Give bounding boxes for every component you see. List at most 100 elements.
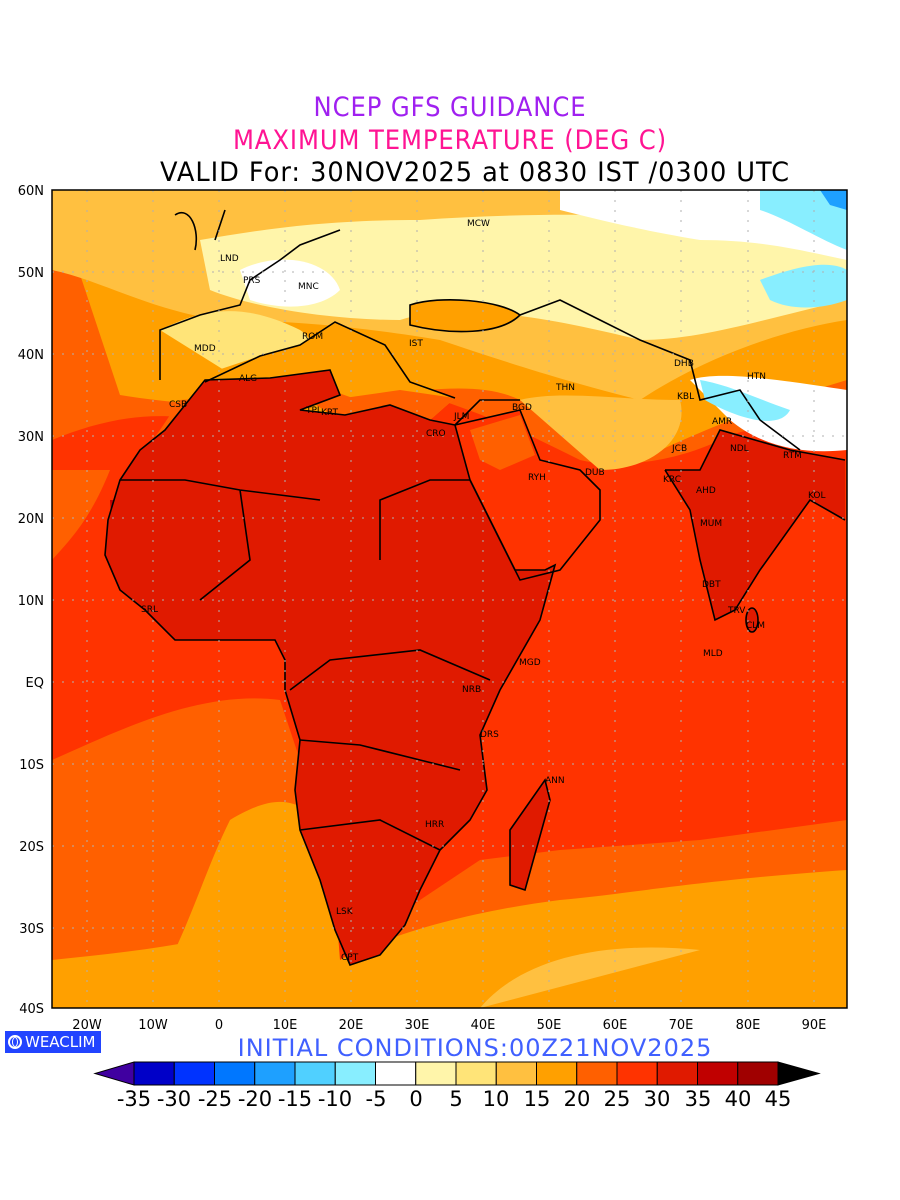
lon-label: 10W bbox=[138, 1018, 168, 1033]
city-label: ROM bbox=[302, 332, 323, 342]
lon-label: 20W bbox=[72, 1018, 102, 1033]
city-labels: MCW LND PRS MNC MDD ROM IST ALG CSB TPL … bbox=[141, 219, 826, 963]
city-label: CPT bbox=[341, 953, 359, 963]
city-label: KRT bbox=[321, 408, 339, 418]
city-label: DRS bbox=[480, 730, 499, 740]
lat-label: 10N bbox=[18, 594, 44, 609]
longitude-labels: 20W 10W 0 10E 20E 30E 40E 50E 60E 70E 80… bbox=[72, 1018, 826, 1033]
lon-label: 70E bbox=[669, 1018, 694, 1033]
coastlines bbox=[104, 209, 846, 966]
city-label: KRC bbox=[663, 475, 681, 485]
colorbar-box bbox=[375, 1061, 417, 1086]
city-label: RTM bbox=[783, 451, 802, 461]
city-label: CSB bbox=[169, 400, 187, 410]
colorbar-box bbox=[415, 1061, 457, 1086]
valid-time-title: VALID For: 30NOV2025 at 0830 IST /0300 U… bbox=[159, 157, 791, 188]
gridlines bbox=[52, 190, 847, 1008]
colorbar-label: -30 bbox=[157, 1087, 191, 1111]
city-label: CLM bbox=[746, 621, 765, 631]
city-label: LND bbox=[220, 254, 239, 264]
colorbar-box bbox=[254, 1061, 296, 1086]
city-label: MNC bbox=[298, 282, 319, 292]
city-label: DBT bbox=[702, 580, 721, 590]
city-label: MLD bbox=[703, 649, 723, 659]
city-label: AHD bbox=[696, 486, 716, 496]
lat-label: 40S bbox=[19, 1002, 44, 1017]
colorbar-label: 0 bbox=[409, 1087, 422, 1111]
colorbar-label: 35 bbox=[685, 1087, 712, 1111]
city-label: KBL bbox=[677, 392, 694, 402]
colorbar-label: 15 bbox=[524, 1087, 551, 1111]
city-label: HTN bbox=[747, 372, 766, 382]
logo-text: WEACLIM bbox=[25, 1033, 96, 1051]
city-label: MUM bbox=[700, 519, 722, 529]
initial-conditions-label: INITIAL CONDITIONS:00Z21NOV2025 bbox=[237, 1034, 713, 1062]
temperature-field bbox=[52, 190, 847, 1008]
colorbar-box bbox=[616, 1061, 658, 1086]
lat-label: 50N bbox=[18, 266, 44, 281]
colorbar-labels: -35 -30 -25 -20 -15 -10 -5 0 5 10 15 20 … bbox=[117, 1087, 792, 1111]
city-label: KOL bbox=[808, 491, 826, 501]
colorbar-label: 5 bbox=[449, 1087, 462, 1111]
colorbar-box bbox=[495, 1061, 537, 1086]
lat-label: 30N bbox=[18, 430, 44, 445]
colorbar-box bbox=[455, 1061, 497, 1086]
city-label: DUB bbox=[585, 468, 605, 478]
city-label: PRS bbox=[243, 276, 261, 286]
city-label: JLM bbox=[453, 412, 469, 422]
city-label: MCW bbox=[467, 219, 490, 229]
lon-label: 90E bbox=[802, 1018, 827, 1033]
lat-label: 60N bbox=[18, 184, 44, 199]
city-label: ANN bbox=[545, 776, 565, 786]
colorbar-label: -15 bbox=[278, 1087, 312, 1111]
city-label: SRL bbox=[141, 605, 158, 615]
city-label: ALG bbox=[239, 374, 257, 384]
lat-label: 10S bbox=[19, 758, 44, 773]
colorbar-label: -10 bbox=[318, 1087, 352, 1111]
city-label: CRO bbox=[426, 429, 446, 439]
lon-label: 30E bbox=[405, 1018, 430, 1033]
colorbar-label: 10 bbox=[483, 1087, 510, 1111]
city-label: RYH bbox=[528, 473, 546, 483]
city-label: TPL bbox=[305, 406, 322, 416]
city-label: THN bbox=[555, 383, 575, 393]
city-label: MDD bbox=[194, 344, 216, 354]
colorbar-label: -5 bbox=[366, 1087, 387, 1111]
lon-label: 10E bbox=[273, 1018, 298, 1033]
colorbar-label: -20 bbox=[238, 1087, 272, 1111]
city-label: TRV bbox=[727, 606, 746, 616]
lat-label: 40N bbox=[18, 348, 44, 363]
map-frame bbox=[51, 189, 848, 1009]
city-label: BGD bbox=[512, 403, 532, 413]
colorbar-label: 40 bbox=[725, 1087, 752, 1111]
city-label: IST bbox=[409, 339, 423, 349]
colorbar-label: 45 bbox=[765, 1087, 792, 1111]
title-line-1: NCEP GFS GUIDANCE bbox=[313, 92, 587, 123]
city-label: JCB bbox=[671, 444, 687, 454]
colorbar-label: -35 bbox=[117, 1087, 151, 1111]
lon-label: 60E bbox=[603, 1018, 628, 1033]
colorbar-box bbox=[697, 1061, 739, 1086]
colorbar-label: 20 bbox=[564, 1087, 591, 1111]
colorbar-under-triangle bbox=[93, 1061, 135, 1086]
copyright-circle-icon bbox=[8, 1035, 22, 1049]
lon-label: 40E bbox=[471, 1018, 496, 1033]
colorbar-label: 30 bbox=[644, 1087, 671, 1111]
city-label: DHB bbox=[674, 359, 694, 369]
city-label: MGD bbox=[519, 658, 541, 668]
lon-label: 50E bbox=[537, 1018, 562, 1033]
lat-label: EQ bbox=[26, 676, 44, 691]
colorbar-box bbox=[214, 1061, 256, 1086]
colorbar-box bbox=[334, 1061, 376, 1086]
city-label: AMR bbox=[712, 417, 732, 427]
colorbar-label: 25 bbox=[604, 1087, 631, 1111]
latitude-labels: 60N 50N 40N 30N 20N 10N EQ 10S 20S 30S 4… bbox=[18, 184, 44, 1017]
lon-label: 80E bbox=[736, 1018, 761, 1033]
city-label: LSK bbox=[336, 907, 354, 917]
colorbar-box bbox=[133, 1061, 175, 1086]
colorbar bbox=[93, 1061, 821, 1086]
colorbar-box bbox=[173, 1061, 215, 1086]
lat-label: 30S bbox=[19, 922, 44, 937]
title-line-2: MAXIMUM TEMPERATURE (DEG C) bbox=[232, 125, 668, 156]
